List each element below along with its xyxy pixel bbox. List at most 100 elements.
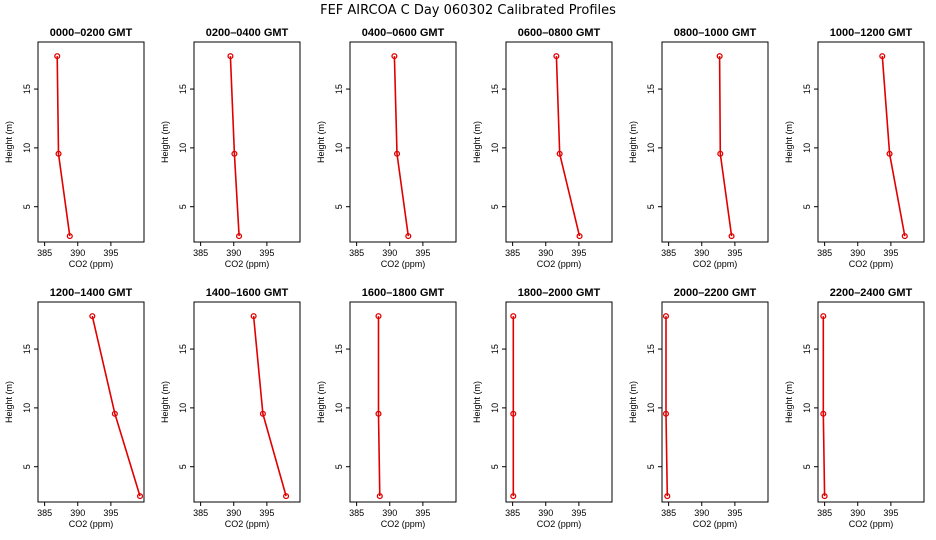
- plot-frame: [37, 41, 145, 243]
- x-tick-label: 395: [415, 508, 430, 518]
- x-tick-label: 390: [538, 508, 553, 518]
- y-tick-label: 15: [646, 84, 656, 94]
- y-tick-label: 15: [490, 344, 500, 354]
- data-point: [66, 233, 73, 240]
- x-tick-label: 395: [883, 508, 898, 518]
- data-point: [662, 313, 670, 320]
- y-axis-label: Height (m): [628, 121, 638, 163]
- profile-line: [393, 56, 410, 237]
- y-tick-label: 5: [22, 464, 32, 469]
- x-tick-label: 385: [37, 508, 52, 518]
- y-tick-label: 10: [334, 403, 344, 413]
- data-point: [901, 233, 908, 240]
- profile-line: [377, 316, 381, 497]
- x-tick-label: 390: [850, 508, 865, 518]
- x-tick-label: 385: [505, 248, 520, 258]
- data-point: [250, 313, 257, 320]
- y-tick-label: 5: [802, 204, 812, 209]
- x-axis-label: CO2 (ppm): [381, 519, 426, 529]
- x-tick-label: 385: [817, 248, 832, 258]
- data-point: [662, 410, 670, 417]
- x-tick-label: 390: [382, 508, 397, 518]
- x-axis-label: CO2 (ppm): [849, 259, 894, 269]
- plot-frame: [505, 41, 613, 243]
- y-tick-label: 10: [490, 403, 500, 413]
- plot-frame: [37, 301, 145, 503]
- x-tick-label: 385: [193, 508, 208, 518]
- data-point: [886, 150, 893, 157]
- profile-line: [665, 316, 669, 497]
- y-tick-label: 5: [22, 204, 32, 209]
- y-tick-label: 10: [802, 143, 812, 153]
- x-axis-label: CO2 (ppm): [69, 519, 114, 529]
- panel-1: 0200–0400 GMT 385 390 395 5 10 15 CO2 (ppm) Heig…: [160, 27, 301, 269]
- y-axis-label: Height (m): [4, 121, 14, 163]
- plot-frame: [661, 41, 769, 243]
- panel-2: 0400–0600 GMT 385 390 395 5 10 15 CO2 (ppm) Heig…: [316, 27, 457, 269]
- figure-title: FEF AIRCOA C Day 060302 Calibrated Profi…: [320, 3, 616, 18]
- y-tick-label: 10: [334, 143, 344, 153]
- data-point: [231, 150, 238, 157]
- data-point: [375, 410, 382, 417]
- data-point: [716, 53, 723, 60]
- x-tick-label: 385: [349, 508, 364, 518]
- data-point: [510, 410, 517, 417]
- y-tick-label: 5: [646, 464, 656, 469]
- panel-title: 1800–2000 GMT: [518, 287, 601, 299]
- data-point: [376, 493, 383, 500]
- panel-10: 2000–2200 GMT 385 390 395 5 10 15 CO2 (ppm) Heig…: [628, 287, 769, 529]
- data-point: [879, 53, 886, 60]
- data-point: [375, 313, 382, 320]
- panel-4: 0800–1000 GMT 385 390 395 5 10 15 CO2 (ppm) Heig…: [628, 27, 769, 269]
- y-axis-label: Height (m): [628, 381, 638, 423]
- panel-grid: 0000–0200 GMT 385 390 395 5 10 15 CO2 (ppm) Heig…: [4, 27, 925, 529]
- data-point: [393, 150, 401, 157]
- y-tick-label: 10: [490, 143, 500, 153]
- data-point: [510, 493, 517, 500]
- x-tick-label: 395: [571, 508, 586, 518]
- plot-frame: [817, 41, 925, 243]
- x-tick-label: 395: [415, 248, 430, 258]
- data-point: [136, 493, 144, 500]
- plot-frame: [349, 41, 457, 243]
- y-tick-label: 15: [490, 84, 500, 94]
- data-point: [664, 493, 671, 500]
- x-axis-label: CO2 (ppm): [693, 259, 738, 269]
- data-point: [227, 53, 234, 60]
- panel-title: 1600–1800 GMT: [362, 287, 445, 299]
- data-point: [89, 313, 96, 320]
- y-tick-label: 15: [22, 344, 32, 354]
- x-tick-label: 395: [571, 248, 586, 258]
- panel-9: 1800–2000 GMT 385 390 395 5 10 15 CO2 (ppm) Heig…: [472, 287, 613, 529]
- profile-line: [229, 56, 240, 237]
- plot-frame: [505, 301, 613, 503]
- profile-line: [881, 56, 906, 237]
- x-tick-label: 395: [727, 248, 742, 258]
- y-tick-label: 5: [802, 464, 812, 469]
- profile-line: [822, 316, 826, 497]
- x-tick-label: 395: [883, 248, 898, 258]
- data-point: [111, 410, 118, 417]
- y-tick-label: 5: [178, 204, 188, 209]
- y-tick-label: 15: [22, 84, 32, 94]
- x-tick-label: 390: [694, 508, 709, 518]
- profile-line: [91, 315, 141, 497]
- x-axis-label: CO2 (ppm): [381, 259, 426, 269]
- x-tick-label: 390: [226, 248, 241, 258]
- panel-6: 1200–1400 GMT 385 390 395 5 10 15 CO2 (ppm) Heig…: [4, 287, 145, 529]
- x-tick-label: 390: [226, 508, 241, 518]
- plot-frame: [349, 301, 457, 503]
- y-tick-label: 5: [178, 464, 188, 469]
- panel-title: 0000–0200 GMT: [50, 27, 133, 39]
- y-tick-label: 10: [646, 143, 656, 153]
- profile-line: [555, 56, 581, 237]
- panel-title: 1200–1400 GMT: [50, 287, 133, 299]
- panel-title: 2200–2400 GMT: [830, 287, 913, 299]
- panel-3: 0600–0800 GMT 385 390 395 5 10 15 CO2 (ppm) Heig…: [472, 27, 613, 269]
- x-axis-label: CO2 (ppm): [225, 259, 270, 269]
- x-axis-label: CO2 (ppm): [849, 519, 894, 529]
- data-point: [259, 410, 266, 417]
- panel-title: 1400–1600 GMT: [206, 287, 289, 299]
- y-axis-label: Height (m): [4, 381, 14, 423]
